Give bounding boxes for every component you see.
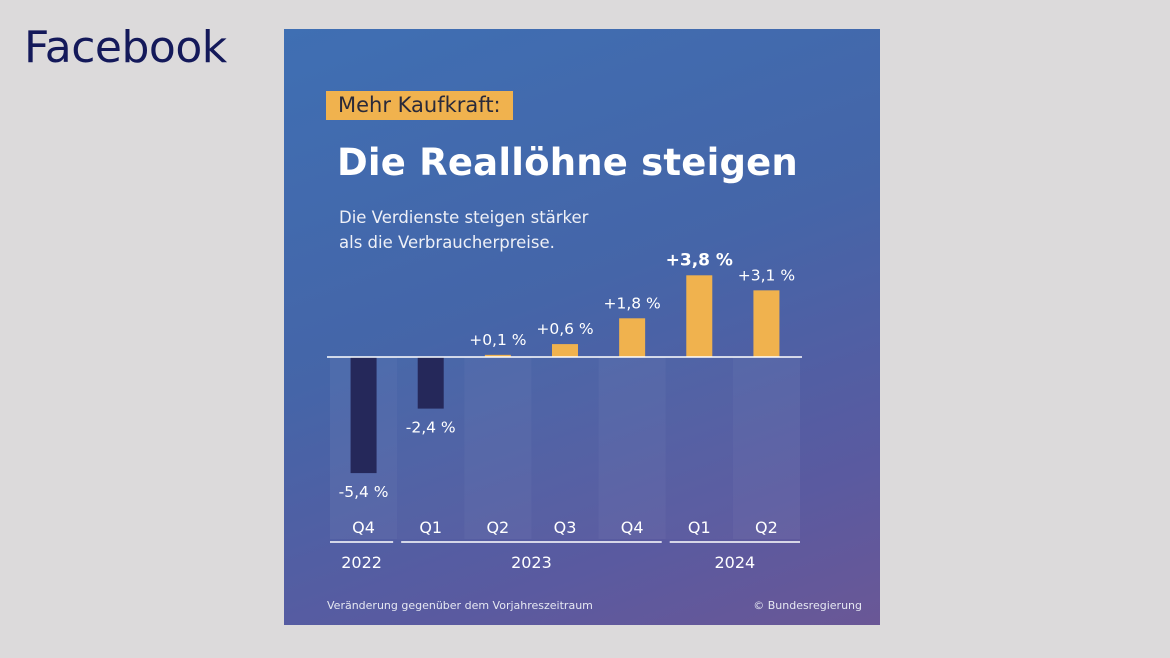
bar-6	[686, 275, 713, 357]
category-label-1: Q4	[352, 518, 375, 537]
bar-5	[619, 318, 646, 357]
column-band-4	[531, 357, 598, 539]
headline: Die Reallöhne steigen	[337, 141, 798, 184]
bar-1	[350, 357, 377, 474]
subtitle-line-2: als die Verbraucherpreise.	[339, 233, 555, 252]
year-label-2023: 2023	[511, 553, 552, 572]
bar-7	[753, 290, 780, 357]
data-label-6: +3,8 %	[666, 250, 733, 270]
footnote: Veränderung gegenüber dem Vorjahreszeitr…	[327, 599, 593, 612]
year-label-2022: 2022	[341, 553, 382, 572]
infographic-card: Mehr Kaufkraft: Die Reallöhne steigen Di…	[284, 29, 880, 625]
data-label-2: -2,4 %	[406, 419, 456, 437]
year-label-2024: 2024	[714, 553, 755, 572]
subtitle-line-1: Die Verdienste steigen stärker	[339, 208, 589, 227]
subtitle: Die Verdienste steigen stärker als die V…	[339, 205, 639, 255]
data-label-1: -5,4 %	[339, 483, 389, 501]
slide-title: Facebook	[24, 22, 227, 73]
kicker-badge: Mehr Kaufkraft:	[326, 91, 513, 120]
credit: © Bundesregierung	[753, 599, 862, 612]
bar-3	[484, 354, 511, 357]
data-label-3: +0,1 %	[469, 331, 526, 349]
bar-chart: -5,4 % -2,4 % +0,1 % +0,6 % +1,8 % +3,8 % +3,1…	[327, 250, 802, 572]
bar-4	[552, 344, 578, 357]
category-label-5: Q4	[621, 518, 644, 537]
bar-2	[417, 357, 444, 409]
category-label-2: Q1	[419, 518, 442, 537]
column-band-3	[464, 357, 532, 539]
category-label-7: Q2	[755, 518, 778, 537]
column-band-5	[598, 357, 666, 539]
data-label-7: +3,1 %	[738, 266, 795, 284]
data-label-4: +0,6 %	[536, 320, 593, 338]
category-label-6: Q1	[688, 518, 711, 537]
column-band-6	[666, 357, 733, 539]
category-label-3: Q2	[486, 518, 509, 537]
category-label-4: Q3	[554, 518, 577, 537]
data-label-5: +1,8 %	[603, 294, 660, 312]
column-band-7	[732, 357, 800, 539]
